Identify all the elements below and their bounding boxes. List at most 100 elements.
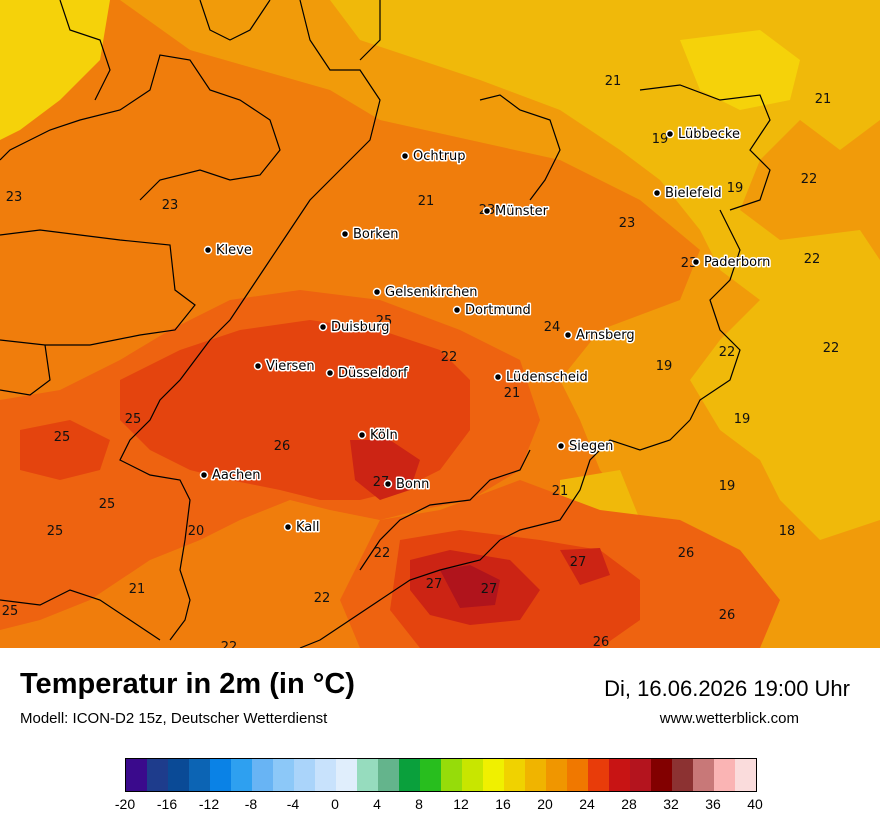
website-link[interactable]: www.wetterblick.com — [659, 710, 799, 727]
city-name: Aachen — [212, 468, 260, 483]
city-name: Kleve — [216, 243, 252, 258]
temperature-value: 22 — [719, 345, 736, 360]
city-marker: Paderborn — [691, 254, 772, 272]
legend-swatch — [315, 759, 336, 791]
temperature-value: 21 — [129, 582, 146, 597]
city-name: Münster — [495, 204, 549, 219]
map-title: Temperatur in 2m (in °C) — [20, 668, 355, 700]
city-dot — [340, 229, 350, 239]
legend-swatch — [546, 759, 567, 791]
city-dot — [372, 287, 382, 297]
temp-zone-19 — [330, 0, 880, 540]
legend-swatch — [189, 759, 210, 791]
temperature-value: 25 — [125, 412, 142, 427]
city-dot — [556, 441, 566, 451]
legend-tick: -4 — [286, 796, 300, 812]
temperature-value: 23 — [619, 216, 636, 231]
temperature-value: 20 — [188, 524, 205, 539]
temperature-map: 2121192323212319222323222524221922222125… — [0, 0, 880, 648]
city-marker: Bonn — [383, 476, 431, 494]
legend-tick: -16 — [156, 796, 178, 812]
city-marker: Borken — [340, 226, 400, 244]
temperature-value: 27 — [481, 582, 498, 597]
temperature-value: 22 — [374, 546, 391, 561]
forecast-datetime: Di, 16.06.2026 19:00 Uhr — [604, 676, 850, 701]
temp-zone-17 — [0, 0, 110, 140]
legend-swatch — [252, 759, 273, 791]
legend-swatch — [231, 759, 252, 791]
city-dot — [283, 522, 293, 532]
city-marker: Köln — [357, 427, 399, 445]
legend-swatch — [735, 759, 756, 791]
legend-swatch — [588, 759, 609, 791]
legend-tick: 28 — [621, 796, 637, 812]
temperature-value: 19 — [719, 479, 736, 494]
city-name: Borken — [353, 227, 399, 242]
legend-tick-labels: -20 -16 -12 -8 -4 0 4 8 12 16 20 24 28 32 36 40 — [115, 796, 763, 816]
temperature-value: 21 — [605, 74, 622, 89]
legend-swatch — [210, 759, 231, 791]
city-name: Siegen — [569, 439, 613, 454]
temperature-value: 23 — [162, 198, 179, 213]
temperature-value: 25 — [2, 604, 19, 619]
temperature-value: 24 — [544, 320, 561, 335]
city-dot — [665, 129, 675, 139]
city-marker: Dortmund — [452, 302, 532, 320]
legend-swatch — [357, 759, 378, 791]
legend-swatch — [378, 759, 399, 791]
city-marker: Siegen — [556, 438, 615, 456]
legend-swatch — [399, 759, 420, 791]
temperature-value: 27 — [426, 577, 443, 592]
legend-swatch — [609, 759, 630, 791]
legend-tick: 36 — [705, 796, 721, 812]
legend-swatch — [504, 759, 525, 791]
city-name: Arnsberg — [576, 328, 635, 343]
temperature-value: 25 — [376, 314, 393, 329]
legend-tick: 20 — [537, 796, 553, 812]
city-dot — [563, 330, 573, 340]
city-marker: Gelsenkirchen — [372, 284, 479, 302]
city-name: Bonn — [396, 477, 429, 492]
temperature-value: 26 — [719, 608, 736, 623]
legend-tick: -8 — [244, 796, 258, 812]
city-name: Paderborn — [704, 255, 770, 270]
city-name: Duisburg — [331, 320, 390, 335]
legend-swatch — [273, 759, 294, 791]
city-marker: Lübbecke — [665, 126, 741, 144]
city-name: Gelsenkirchen — [385, 285, 478, 300]
city-name: Viersen — [266, 359, 315, 374]
legend-swatch — [714, 759, 735, 791]
city-dot — [325, 368, 335, 378]
temp-zone-27c — [560, 548, 610, 585]
temperature-value: 22 — [804, 252, 821, 267]
legend-tick: 40 — [747, 796, 763, 812]
city-marker: Duisburg — [318, 319, 391, 337]
legend-swatch — [672, 759, 693, 791]
legend-swatch — [483, 759, 504, 791]
city-marker: Münster — [482, 203, 550, 221]
temperature-value: 25 — [47, 524, 64, 539]
city-marker: Arnsberg — [563, 327, 636, 345]
temperature-value: 18 — [779, 524, 796, 539]
legend-swatch — [336, 759, 357, 791]
legend-tick: 0 — [331, 796, 339, 812]
temp-zone-28 — [440, 565, 500, 608]
legend-tick: -12 — [198, 796, 220, 812]
legend-swatch — [126, 759, 147, 791]
city-marker: Lüdenscheid — [493, 369, 589, 387]
temp-zone-26c — [20, 420, 110, 480]
temperature-value: 19 — [727, 181, 744, 196]
legend-tick: -20 — [114, 796, 136, 812]
temperature-value: 26 — [593, 635, 610, 648]
city-name: Bielefeld — [665, 186, 722, 201]
city-dot — [493, 372, 503, 382]
state-borders — [0, 0, 771, 648]
city-marker: Aachen — [199, 467, 262, 485]
map-footer: Temperatur in 2m (in °C) Modell: ICON-D2… — [0, 648, 880, 830]
legend-swatch — [168, 759, 189, 791]
temperature-value: 23 — [6, 190, 23, 205]
temperature-value: 22 — [221, 640, 238, 648]
legend-swatch — [420, 759, 441, 791]
city-dot — [691, 257, 701, 267]
map-canvas: 2121192323212319222323222524221922222125… — [0, 0, 880, 648]
